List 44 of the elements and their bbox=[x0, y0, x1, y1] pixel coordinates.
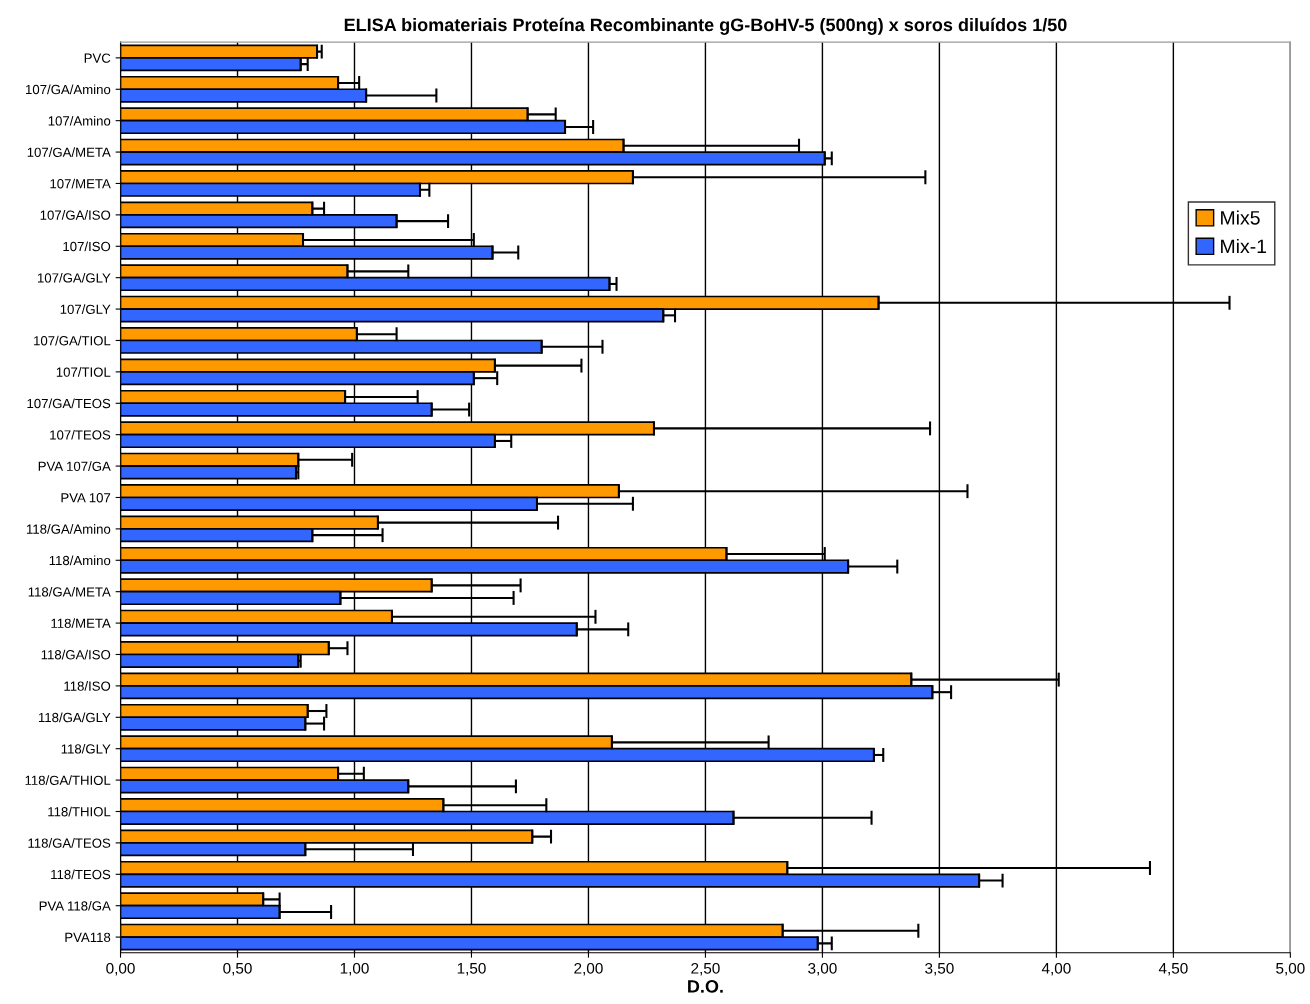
y-tick-label: PVA 118/GA bbox=[39, 900, 111, 911]
chart-title: ELISA biomateriais Proteína Recombinante gG-BoHV-5 (500ng) x soros diluídos 1/50 bbox=[344, 17, 1067, 35]
y-tick-label: 118/TEOS bbox=[51, 869, 111, 880]
y-tick-label: PVA 107 bbox=[61, 493, 111, 503]
x-tick-label: 1,50 bbox=[457, 962, 486, 976]
y-tick-label: 107/GA/TIOL bbox=[34, 335, 111, 346]
y-tick-label: 107/META bbox=[50, 178, 111, 189]
x-tick-label: 4,50 bbox=[1158, 962, 1188, 976]
y-tick-label: 107/Amino bbox=[48, 115, 111, 126]
y-tick-label: 107/GA/TEOS bbox=[27, 398, 111, 409]
x-tick-label: 2,00 bbox=[574, 962, 603, 976]
y-tick-label: 107/GLY bbox=[60, 304, 111, 314]
y-tick-label: 107/TIOL bbox=[56, 367, 111, 377]
x-axis-title: D.O. bbox=[688, 980, 723, 993]
y-tick-label: PVA 107/GA bbox=[38, 461, 111, 471]
x-tick-label: 1,00 bbox=[340, 962, 369, 976]
x-tick-label: 3,00 bbox=[808, 962, 837, 976]
x-tick-label: 0,00 bbox=[106, 962, 135, 976]
y-tick-label: 118/Amino bbox=[49, 555, 111, 566]
y-tick-label: 107/ISO bbox=[63, 241, 111, 252]
y-tick-label: 107/GA/META bbox=[27, 147, 111, 157]
y-tick-label: PVC bbox=[84, 53, 111, 63]
y-tick-label: 107/GA/Amino bbox=[26, 84, 111, 95]
y-tick-label: 107/GA/GLY bbox=[37, 272, 111, 283]
y-tick-label: 118/ISO bbox=[64, 681, 111, 691]
y-tick-label: 118/GA/META bbox=[28, 586, 111, 597]
y-tick-label: 118/GA/TEOS bbox=[28, 838, 111, 848]
y-tick-label: PVA118 bbox=[65, 932, 111, 943]
y-tick-label: 118/GA/Amino bbox=[26, 524, 111, 534]
y-tick-label: 107/GA/ISO bbox=[40, 210, 111, 220]
x-tick-label: 3,50 bbox=[925, 962, 954, 976]
legend-label: Mix-1 bbox=[1221, 238, 1267, 254]
y-tick-label: 118/GA/THIOL bbox=[25, 775, 111, 785]
y-tick-label: 107/TEOS bbox=[50, 429, 111, 440]
x-tick-label: 0,50 bbox=[223, 962, 252, 976]
y-tick-label: 118/GLY bbox=[61, 743, 111, 754]
x-tick-label: 2,50 bbox=[691, 962, 720, 976]
y-tick-label: 118/GA/GLY bbox=[38, 712, 111, 723]
y-tick-label: 118/META bbox=[51, 618, 111, 628]
y-tick-label: 118/THIOL bbox=[48, 806, 111, 817]
x-tick-label: 5,00 bbox=[1276, 962, 1305, 976]
y-tick-label: 118/GA/ISO bbox=[41, 649, 111, 660]
x-tick-label: 4,00 bbox=[1041, 962, 1071, 976]
legend-label: Mix5 bbox=[1221, 210, 1260, 225]
